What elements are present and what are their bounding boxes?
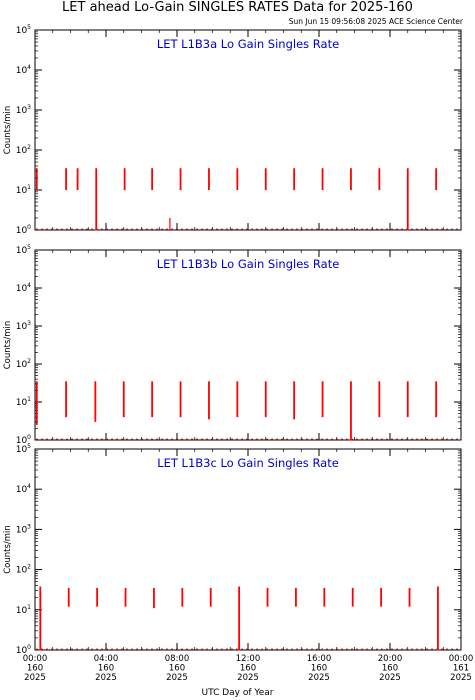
y-axis-title-3: Counts/min	[3, 525, 13, 574]
x-tick-label: 160	[27, 664, 43, 674]
timestamp: Sun Jun 15 09:56:08 2025 ACE Science Cen…	[288, 17, 463, 26]
y-tick-label: 105	[16, 24, 31, 36]
y-tick-label: 104	[16, 483, 31, 495]
x-tick-label: 2025	[95, 673, 117, 683]
page-title: LET ahead Lo-Gain SINGLES RATES Data for…	[62, 0, 413, 15]
plot-frame-1	[34, 29, 462, 231]
y-tick-label: 104	[16, 64, 31, 76]
panel-title-2: LET L1B3b Lo Gain Singles Rate	[157, 257, 340, 271]
y-tick-label: 105	[16, 443, 31, 455]
x-tick-label: 2025	[450, 673, 472, 683]
y-tick-label: 101	[16, 184, 31, 196]
x-tick-label: 2025	[379, 673, 401, 683]
y-tick-label: 100	[16, 224, 31, 236]
x-axis-title: UTC Day of Year	[201, 688, 274, 698]
x-tick-label: 2025	[24, 673, 46, 683]
y-tick-label: 102	[16, 358, 31, 370]
y-tick-label: 102	[16, 564, 31, 576]
x-tick-label: 16:00	[307, 654, 332, 664]
y-tick-label: 102	[16, 144, 31, 156]
y-tick-label: 103	[16, 104, 31, 116]
panel-title-1: LET L1B3a Lo Gain Singles Rate	[157, 37, 339, 51]
x-tick-label: 160	[98, 664, 114, 674]
x-tick-label: 12:00	[236, 654, 261, 664]
x-tick-label: 161	[453, 664, 469, 674]
x-tick-label: 2025	[308, 673, 330, 683]
y-tick-label: 104	[16, 282, 31, 294]
plot-frame-3	[34, 448, 462, 651]
y-tick-label: 103	[16, 523, 31, 535]
x-tick-label: 00:00	[449, 654, 474, 664]
x-tick-label: 160	[240, 664, 256, 674]
x-tick-label: 2025	[166, 673, 188, 683]
x-tick-label: 00:00	[23, 654, 48, 664]
y-axis-title-2: Counts/min	[3, 321, 13, 370]
x-tick-label: 160	[382, 664, 398, 674]
x-tick-label: 20:00	[378, 654, 403, 664]
x-tick-label: 160	[169, 664, 185, 674]
plot-frame-2	[34, 249, 462, 441]
x-tick-label: 160	[311, 664, 327, 674]
panel-title-3: LET L1B3c Lo Gain Singles Rate	[157, 456, 339, 470]
y-tick-label: 101	[16, 604, 31, 616]
y-axis-title-1: Counts/min	[3, 106, 13, 155]
y-tick-label: 101	[16, 396, 31, 408]
x-tick-label: 04:00	[94, 654, 119, 664]
y-tick-label: 100	[16, 434, 31, 446]
y-tick-label: 103	[16, 320, 31, 332]
y-tick-label: 105	[16, 244, 31, 256]
x-tick-label: 08:00	[165, 654, 190, 664]
x-tick-label: 2025	[237, 673, 259, 683]
y-tick-label: 100	[16, 644, 31, 656]
